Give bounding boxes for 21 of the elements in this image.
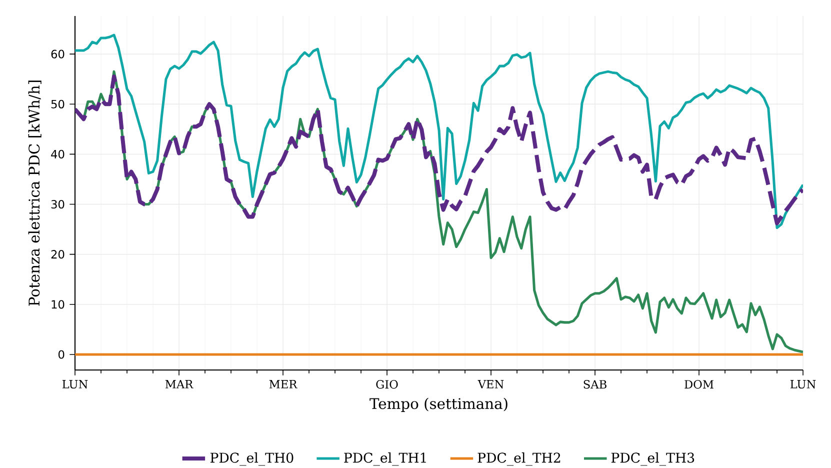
x-axis-title: Tempo (settimana) [370, 398, 508, 412]
y-tick-label: 30 [51, 200, 64, 209]
y-tick-label: 0 [58, 350, 64, 359]
y-tick-label: 10 [52, 300, 64, 309]
y-axis-title: Potenza elettrica PDC [kWh/h] [28, 80, 42, 306]
legend-label: PDC_el_TH3 [611, 452, 694, 466]
x-tick-label: MAR [165, 380, 194, 388]
y-tick-label: 40 [51, 150, 64, 158]
x-tick-label: VEN [478, 380, 504, 388]
x-tick-label: GIO [376, 380, 398, 389]
legend-label: PDC_el_TH0 [210, 452, 294, 466]
x-tick-label: MER [269, 380, 298, 388]
y-tick-label: 50 [51, 100, 64, 108]
x-tick-label: LUN [790, 380, 816, 388]
x-tick-label: LUN [62, 380, 88, 388]
y-tick-label: 20 [51, 250, 64, 259]
y-tick-label: 60 [51, 50, 64, 58]
legend-label: PDC_el_TH1 [344, 452, 426, 466]
x-tick-label: DOM [684, 380, 714, 389]
legend-label: PDC_el_TH2 [478, 452, 560, 466]
x-tick-label: SAB [584, 380, 606, 389]
